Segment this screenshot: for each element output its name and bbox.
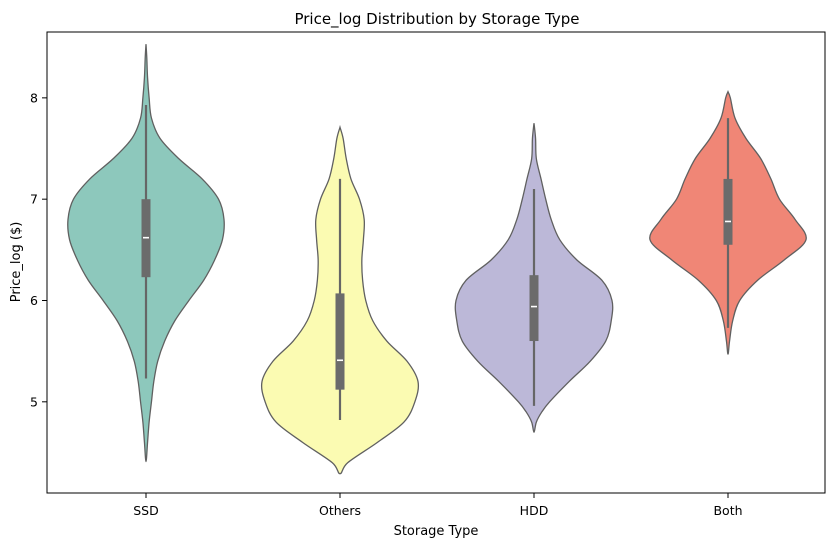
y-tick-label: 5 xyxy=(30,394,38,409)
y-tick-label: 6 xyxy=(30,293,38,308)
x-tick-label: SSD xyxy=(133,503,159,518)
plot-area xyxy=(67,44,807,475)
x-axis-label: Storage Type xyxy=(394,524,479,539)
x-axis: SSD Others HDD Both xyxy=(133,493,743,518)
axes-frame xyxy=(46,31,826,494)
y-tick-label: 7 xyxy=(30,192,38,207)
y-axis-label: Price_log ($) xyxy=(9,222,24,303)
iqr-box xyxy=(335,293,345,390)
violin-ssd xyxy=(67,44,225,463)
violin-both xyxy=(649,89,807,355)
y-axis: 5 6 7 8 xyxy=(30,90,47,409)
iqr-box xyxy=(723,178,733,245)
y-tick-label: 8 xyxy=(30,90,38,105)
violin-hdd xyxy=(454,123,614,433)
x-tick-label: Both xyxy=(713,503,742,518)
chart-title: Price_log Distribution by Storage Type xyxy=(294,10,579,29)
iqr-box xyxy=(529,275,539,342)
x-tick-label: Others xyxy=(319,503,361,518)
x-tick-label: HDD xyxy=(520,503,549,518)
violin-others xyxy=(260,124,420,475)
